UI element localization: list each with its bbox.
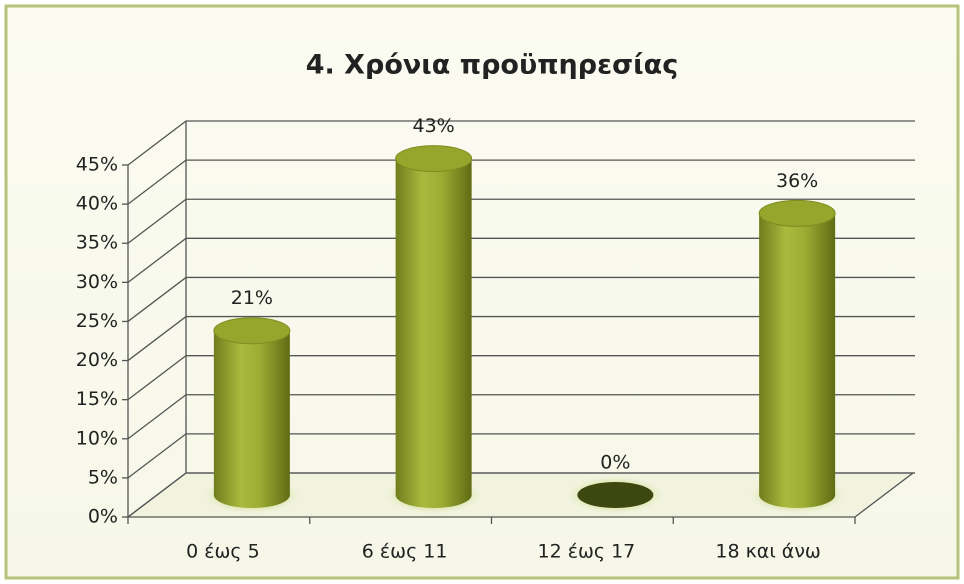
y-tick-label: 20% <box>76 349 118 371</box>
x-tick-label: 12 έως 17 <box>537 541 635 563</box>
grid-line <box>127 159 915 205</box>
x-tick-label: 6 έως 11 <box>362 541 448 563</box>
grid-line <box>127 198 915 244</box>
grid-line <box>127 355 915 401</box>
bar <box>759 213 836 508</box>
y-tick-label: 15% <box>76 388 118 410</box>
bar <box>213 330 290 508</box>
x-tick-label: 0 έως 5 <box>186 541 260 563</box>
grid-line <box>127 276 915 322</box>
y-tick-label: 25% <box>76 310 118 332</box>
y-tick-label: 0% <box>88 506 118 528</box>
bar-top <box>758 199 836 227</box>
y-tick-label: 40% <box>76 193 118 215</box>
y-tick-label: 10% <box>76 427 118 449</box>
grid-line <box>127 394 915 440</box>
grid-line <box>127 120 915 166</box>
y-tick-label: 35% <box>76 232 118 254</box>
y-tick-label: 45% <box>76 154 118 176</box>
y-tick-label: 30% <box>76 271 118 293</box>
grid-line <box>127 433 915 479</box>
grid-line <box>127 315 915 362</box>
bar-top <box>395 145 473 173</box>
chart-title: 4. Χρόνια προϋπηρεσίας <box>306 50 679 81</box>
value-label: 21% <box>231 287 273 309</box>
x-tick-label: 18 και άνω <box>715 541 820 563</box>
value-label: 43% <box>413 115 455 137</box>
bar <box>577 482 654 508</box>
grid-line <box>127 472 915 518</box>
value-label: 36% <box>776 170 818 192</box>
grid-line <box>127 237 915 283</box>
bar <box>395 158 472 508</box>
y-tick-label: 5% <box>88 466 118 488</box>
bar-top <box>213 317 291 345</box>
value-label: 0% <box>600 452 630 474</box>
